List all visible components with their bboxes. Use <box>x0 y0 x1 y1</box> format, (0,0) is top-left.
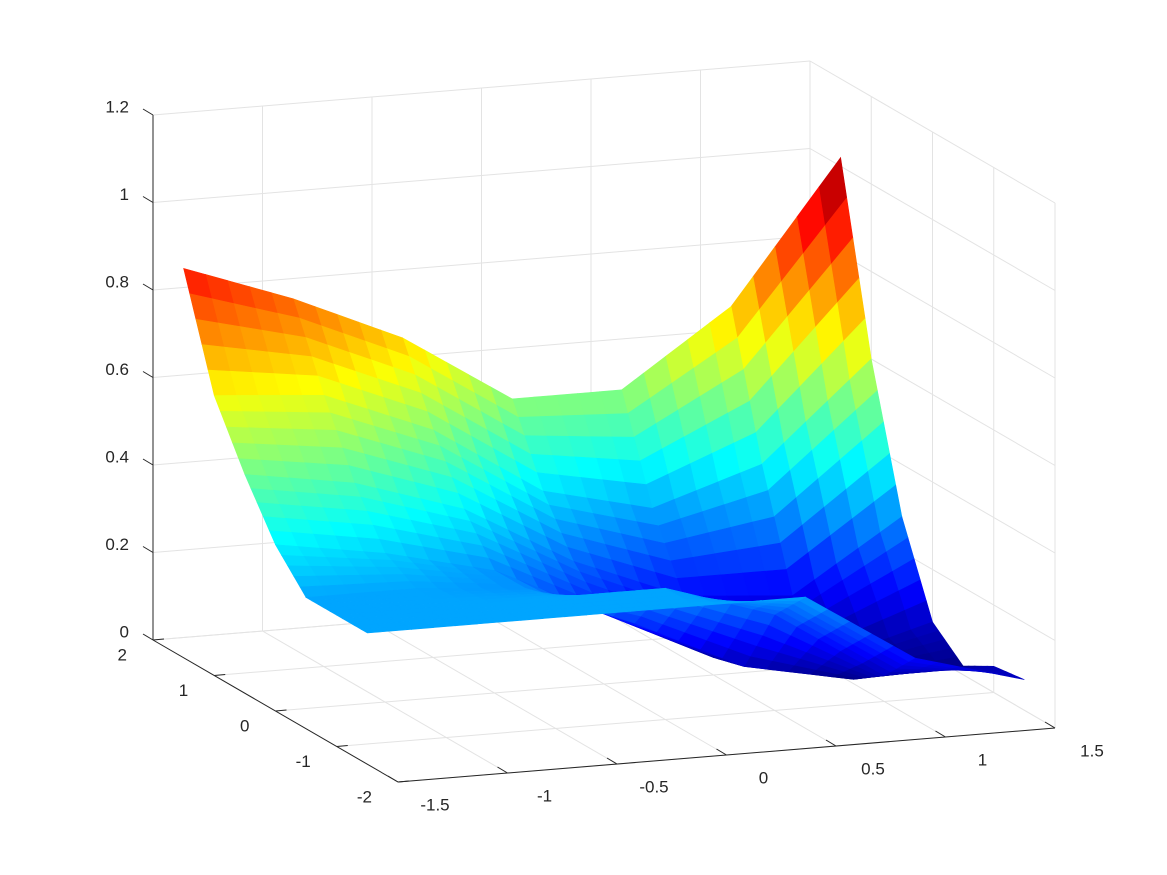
y-tick-label: -2 <box>357 787 372 806</box>
z-tick <box>142 371 154 378</box>
y-tick <box>152 638 165 641</box>
y-tick-label: -1 <box>296 752 311 771</box>
grid-line <box>809 60 1056 204</box>
x-tick <box>1044 721 1056 729</box>
surface-patch <box>360 627 391 634</box>
x-tick-label: -1.5 <box>420 795 449 814</box>
y-tick <box>275 709 287 712</box>
z-tick <box>142 458 154 466</box>
z-tick <box>142 196 154 203</box>
x-tick <box>935 730 946 738</box>
grid-line <box>336 692 994 747</box>
x-tick <box>387 775 399 783</box>
y-tick-label: 0 <box>240 716 249 735</box>
x-tick <box>825 739 837 747</box>
x-tick-label: 0.5 <box>861 759 885 778</box>
z-tick <box>142 283 154 291</box>
y-tick <box>214 674 226 676</box>
x-tick <box>497 766 508 774</box>
grid-line <box>809 148 1056 291</box>
x-tick <box>606 757 618 765</box>
z-tick-label: 0.6 <box>105 360 129 379</box>
x-tick-label: 1 <box>978 750 987 769</box>
z-tick-label: 0.2 <box>105 535 129 554</box>
z-tick-label: 1 <box>120 185 129 204</box>
z-tick <box>142 108 154 116</box>
grid-line <box>152 60 811 116</box>
y-tick-label: 1 <box>179 681 188 700</box>
z-tick <box>142 546 154 553</box>
y-tick <box>336 745 348 747</box>
grid-line <box>152 235 811 291</box>
z-tick <box>142 633 154 641</box>
grid-line <box>152 148 811 203</box>
z-tick-label: 0.8 <box>105 272 129 291</box>
x-tick-label: 1.5 <box>1080 741 1104 760</box>
x-tick <box>716 748 727 756</box>
y-tick <box>397 780 410 783</box>
x-tick-label: 0 <box>759 768 768 787</box>
y-tick-label: 2 <box>118 645 127 664</box>
x-tick-label: -0.5 <box>639 777 668 796</box>
z-tick-label: 0 <box>120 622 129 641</box>
z-tick-label: 1.2 <box>105 97 129 116</box>
x-tick-label: -1 <box>537 786 552 805</box>
z-tick-label: 0.4 <box>105 447 129 466</box>
